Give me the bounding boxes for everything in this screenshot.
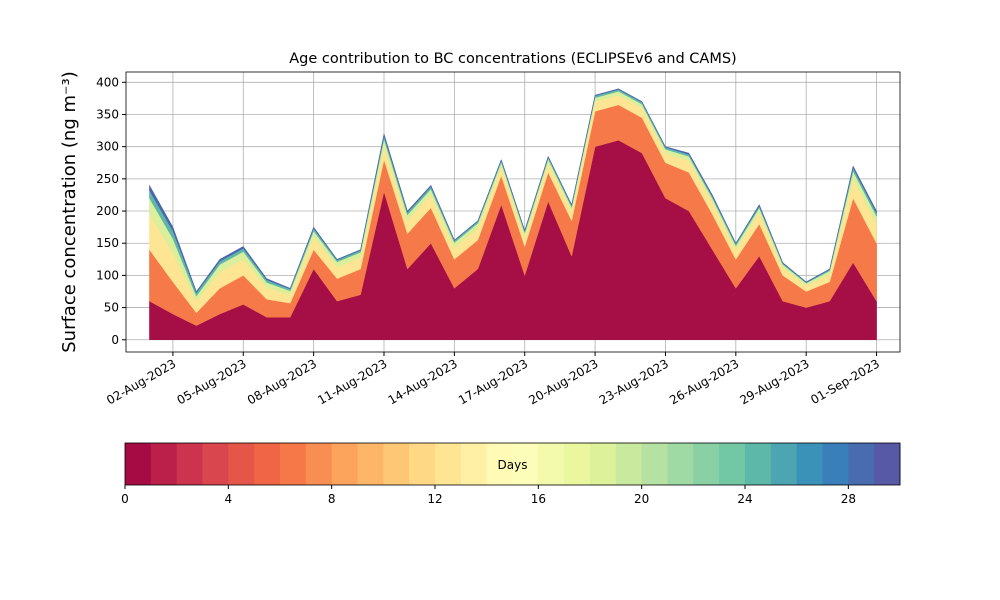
y-tick-label: 200 [96, 204, 119, 218]
colorbar-bin [745, 443, 772, 485]
colorbar-tick-label: 4 [225, 492, 233, 506]
x-tick-label: 02-Aug-2023 [104, 356, 178, 407]
colorbar-bin [357, 443, 384, 485]
colorbar-bin [615, 443, 643, 485]
colorbar-bin [435, 443, 462, 485]
colorbar-bin [667, 443, 694, 485]
colorbar-bin [254, 443, 281, 485]
colorbar-tick-label: 8 [328, 492, 336, 506]
y-tick-label: 150 [96, 236, 119, 250]
colorbar-tick-label: 16 [531, 492, 546, 506]
y-tick-label: 250 [96, 172, 119, 186]
colorbar-bin [770, 443, 798, 485]
colorbar-frame [124, 442, 901, 486]
x-tick-label: 26-Aug-2023 [667, 356, 741, 407]
y-tick-label: 100 [96, 268, 119, 282]
colorbar-bin [693, 443, 720, 485]
colorbar-bin [228, 443, 255, 485]
colorbar-bin [796, 443, 823, 485]
x-tick-label: 01-Sep-2023 [808, 356, 882, 407]
colorbar-tick-label: 12 [427, 492, 442, 506]
colorbar-bin [590, 443, 617, 485]
plot-frame [125, 71, 901, 353]
colorbar-bin [641, 443, 668, 485]
y-tick-label: 0 [111, 333, 119, 347]
colorbar-bin [280, 443, 307, 485]
y-tick-label: 350 [96, 107, 119, 121]
colorbar-bin [874, 443, 901, 485]
colorbar-bin [564, 443, 591, 485]
chart-title: Age contribution to BC concentrations (E… [289, 51, 736, 67]
y-tick-label: 50 [104, 301, 119, 315]
colorbar-tick-label: 24 [737, 492, 752, 506]
colorbar-bin [202, 443, 229, 485]
colorbar-bin [512, 443, 539, 485]
colorbar-bin [409, 443, 436, 485]
colorbar-bin [486, 443, 513, 485]
x-tick-label: 14-Aug-2023 [386, 356, 460, 407]
colorbar-bin [822, 443, 849, 485]
colorbar-tick-label: 0 [121, 492, 129, 506]
colorbar-label: Days [498, 458, 528, 472]
colorbar-tick-label: 28 [841, 492, 856, 506]
area [149, 88, 877, 294]
x-tick-label: 20-Aug-2023 [526, 356, 600, 407]
colorbar-bin [848, 443, 875, 485]
colorbar-bin [383, 443, 410, 485]
colorbar-bin [538, 443, 565, 485]
x-tick-label: 29-Aug-2023 [737, 356, 811, 407]
y-tick-label: 300 [96, 140, 119, 154]
colorbar-bin [125, 443, 152, 485]
x-tick-label: 08-Aug-2023 [245, 356, 319, 407]
colorbar-bin [719, 443, 746, 485]
colorbar-bin [305, 443, 333, 485]
x-tick-label: 11-Aug-2023 [315, 356, 389, 407]
x-tick-label: 17-Aug-2023 [456, 356, 530, 407]
x-tick-label: 05-Aug-2023 [175, 356, 249, 407]
y-tick-label: 400 [96, 75, 119, 89]
colorbar-tick-label: 20 [634, 492, 649, 506]
colorbar-bin [460, 443, 488, 485]
colorbar-bin [176, 443, 203, 485]
y-axis-label: Surface concentration (ng m⁻³) [59, 71, 80, 353]
x-tick-label: 23-Aug-2023 [597, 356, 671, 407]
colorbar-bin [150, 443, 178, 485]
colorbar-bin [331, 443, 358, 485]
